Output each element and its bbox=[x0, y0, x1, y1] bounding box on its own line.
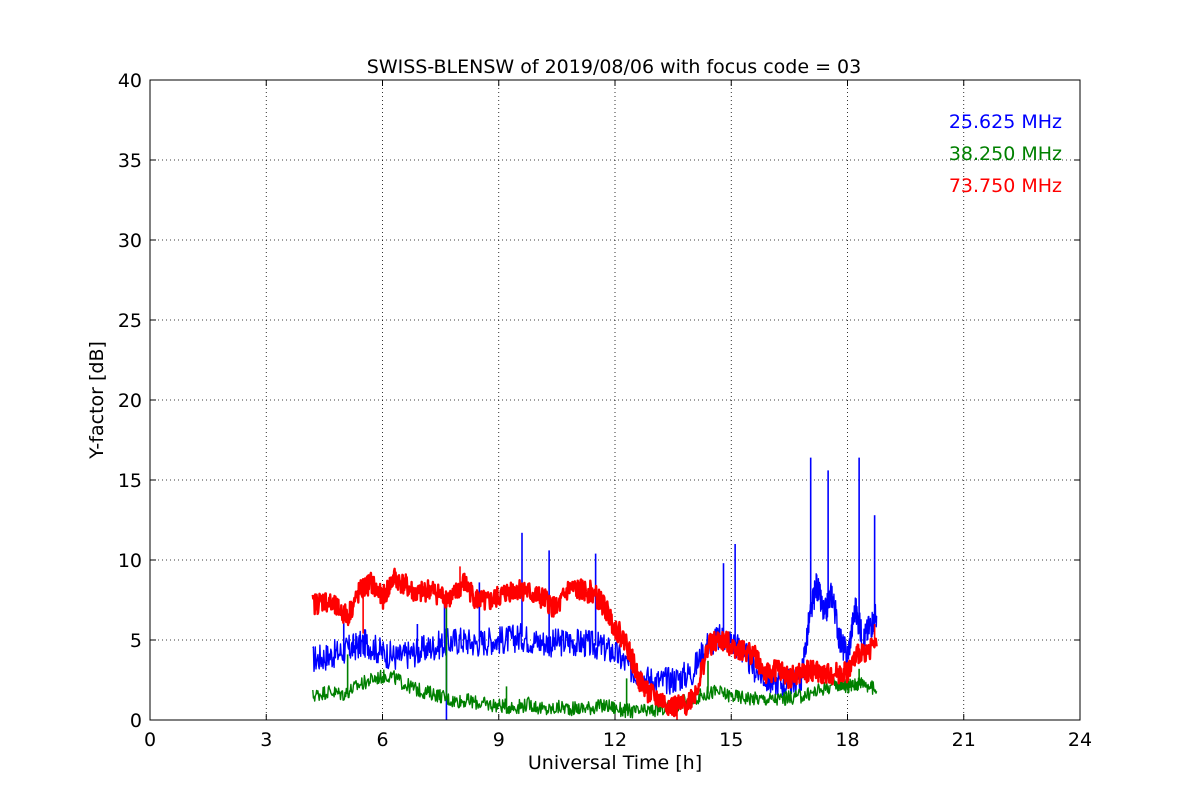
y-axis-label: Y-factor [dB] bbox=[86, 341, 108, 460]
grid bbox=[150, 80, 1080, 720]
series-line bbox=[312, 669, 878, 719]
x-tick-label: 0 bbox=[144, 729, 156, 751]
y-tick-label: 25 bbox=[118, 310, 142, 332]
series-2 bbox=[311, 566, 878, 720]
plot-series bbox=[311, 457, 878, 720]
legend-entry: 25.625 MHz bbox=[949, 111, 1062, 133]
x-tick-label: 21 bbox=[952, 729, 976, 751]
x-tick-label: 15 bbox=[719, 729, 743, 751]
x-tick-label: 9 bbox=[493, 729, 505, 751]
series-line bbox=[311, 567, 878, 718]
chart-title: SWISS-BLENSW of 2019/08/06 with focus co… bbox=[367, 56, 861, 78]
y-tick-label: 15 bbox=[118, 470, 142, 492]
x-axis-label: Universal Time [h] bbox=[528, 752, 702, 774]
legend-entry: 73.750 MHz bbox=[949, 175, 1062, 197]
y-tick-label: 5 bbox=[130, 630, 142, 652]
series-1 bbox=[312, 598, 878, 719]
x-tick-label: 18 bbox=[835, 729, 859, 751]
axis-ticks: 0 3 6 9 12 15 18 21 24 0 5 10 15 20 25 30 35 40 bbox=[118, 70, 1092, 751]
y-tick-label: 10 bbox=[118, 550, 142, 572]
y-tick-label: 0 bbox=[130, 710, 142, 732]
y-tick-label: 35 bbox=[118, 150, 142, 172]
x-tick-label: 3 bbox=[260, 729, 272, 751]
y-tick-label: 40 bbox=[118, 70, 142, 92]
y-tick-label: 30 bbox=[118, 230, 142, 252]
x-tick-label: 24 bbox=[1068, 729, 1092, 751]
x-tick-label: 12 bbox=[603, 729, 627, 751]
legend: 25.625 MHz 38.250 MHz 73.750 MHz bbox=[949, 111, 1062, 197]
legend-entry: 38.250 MHz bbox=[949, 143, 1062, 165]
x-tick-label: 6 bbox=[376, 729, 388, 751]
y-tick-label: 20 bbox=[118, 390, 142, 412]
